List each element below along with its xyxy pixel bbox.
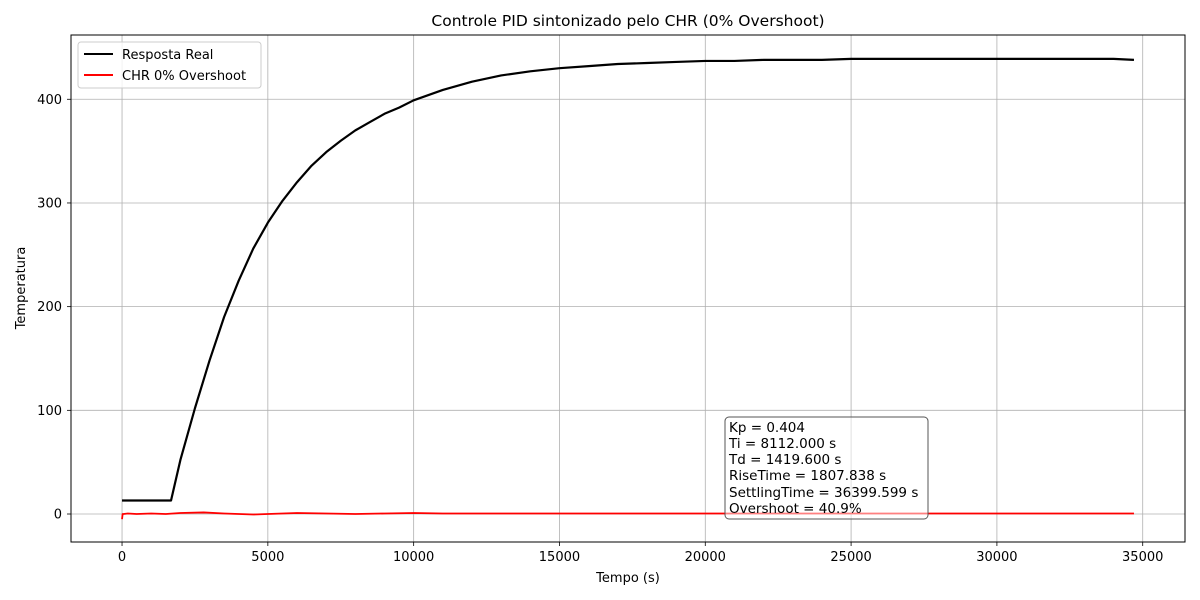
- legend-label-resposta-real: Resposta Real: [122, 48, 213, 63]
- series-line-resposta-real: [122, 57, 1135, 502]
- chart-title: Controle PID sintonizado pelo CHR (0% Ov…: [431, 12, 824, 30]
- legend: Resposta Real CHR 0% Overshoot: [77, 41, 262, 89]
- y-tick-label: 300: [37, 196, 62, 211]
- axis-ticks: 0 5000 10000 15000 20000 25000 30000 35000 0 100 2…: [37, 93, 1163, 565]
- x-tick-label: 35000: [1122, 550, 1163, 565]
- y-tick-label: 400: [37, 93, 62, 108]
- annotation-kp: Kp = 0.404: [729, 420, 805, 436]
- x-tick-label: 25000: [830, 550, 871, 565]
- legend-label-chr-0-overshoot: CHR 0% Overshoot: [122, 69, 246, 84]
- plot-area: [71, 35, 1185, 542]
- annotation-rise-time: RiseTime = 1807.838 s: [729, 468, 886, 484]
- legend-box: [77, 41, 262, 89]
- x-tick-label: 5000: [251, 550, 284, 565]
- plot-frame: [70, 34, 1186, 543]
- annotation-box: [724, 416, 929, 520]
- x-axis-title: Tempo (s): [595, 571, 660, 586]
- y-axis-title: Temperatura: [14, 247, 29, 331]
- x-tick-label: 15000: [539, 550, 580, 565]
- x-tick-label: 0: [118, 550, 126, 565]
- annotation-td: Td = 1419.600 s: [728, 452, 841, 468]
- x-tick-label: 20000: [685, 550, 726, 565]
- y-tick-label: 0: [54, 508, 62, 523]
- x-tick-label: 30000: [976, 550, 1017, 565]
- annotation-ti: Ti = 8112.000 s: [728, 436, 836, 452]
- annotation-settling-time: SettlingTime = 36399.599 s: [729, 485, 918, 501]
- x-tick-label: 10000: [393, 550, 434, 565]
- y-tick-label: 100: [37, 404, 62, 419]
- pid-parameters-annotation: Kp = 0.404 Ti = 8112.000 s Td = 1419.600…: [724, 416, 929, 520]
- y-tick-label: 200: [37, 300, 62, 315]
- annotation-overshoot: Overshoot = 40.9%: [729, 501, 862, 517]
